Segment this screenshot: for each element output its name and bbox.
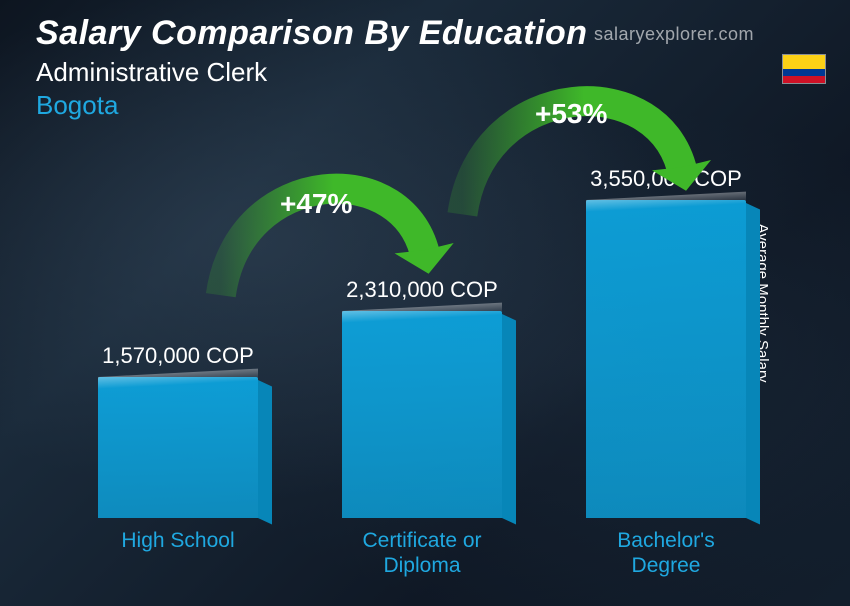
bar-side bbox=[258, 380, 272, 525]
arc-arrow-icon bbox=[440, 58, 720, 228]
bar-top bbox=[98, 369, 258, 389]
bar bbox=[342, 311, 502, 518]
bar-side bbox=[746, 203, 760, 525]
bar bbox=[98, 377, 258, 518]
watermark: salaryexplorer.com bbox=[594, 24, 754, 45]
increase-arc: +47% bbox=[200, 148, 460, 308]
bar-label: High School bbox=[121, 528, 234, 588]
page-title: Salary Comparison By Education bbox=[36, 14, 588, 53]
bar bbox=[586, 200, 746, 518]
increase-label: +47% bbox=[280, 188, 352, 220]
bar-group: 1,570,000 COP High School bbox=[98, 343, 258, 588]
bar-label: Certificate or Diploma bbox=[362, 528, 481, 588]
increase-label: +53% bbox=[535, 98, 607, 130]
bar-chart: 1,570,000 COP High School 2,310,000 COPCer… bbox=[40, 68, 800, 588]
flag-stripe bbox=[783, 55, 825, 69]
increase-arc: +53% bbox=[440, 58, 720, 228]
arc-arrow-icon bbox=[200, 148, 460, 308]
bar-label: Bachelor's Degree bbox=[617, 528, 714, 588]
bar-side bbox=[502, 314, 516, 525]
bar-group: 2,310,000 COPCertificate or Diploma bbox=[342, 277, 502, 588]
bar-value: 1,570,000 COP bbox=[102, 343, 254, 369]
bar-group: 3,550,000 COPBachelor's Degree bbox=[586, 166, 746, 588]
